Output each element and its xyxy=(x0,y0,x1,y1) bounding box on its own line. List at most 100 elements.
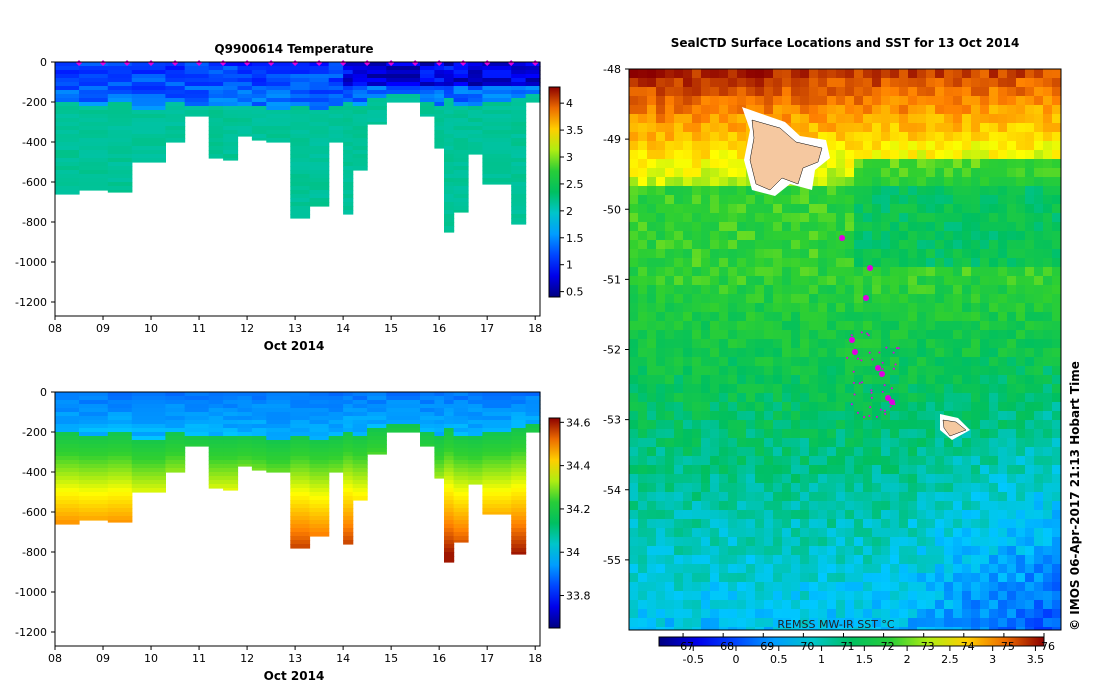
section-cell xyxy=(209,150,224,155)
sst-cell xyxy=(818,339,827,348)
section-cell xyxy=(290,166,310,171)
sst-cell xyxy=(899,123,908,132)
sst-cell xyxy=(665,141,674,150)
sst-cell xyxy=(962,339,971,348)
section-cell xyxy=(468,464,483,469)
sst-cell xyxy=(764,384,773,393)
seal-track-point xyxy=(880,409,882,411)
sst-cell xyxy=(1043,285,1052,294)
section-cell xyxy=(223,456,238,461)
sst-cell xyxy=(629,303,638,312)
sst-cell xyxy=(737,483,746,492)
sst-cell xyxy=(935,384,944,393)
sst-cell xyxy=(674,303,683,312)
sst-cell xyxy=(674,420,683,429)
sst-cell xyxy=(863,591,872,600)
section-cell xyxy=(444,424,454,429)
sst-cell xyxy=(773,87,782,96)
sst-cell xyxy=(800,114,809,123)
sst-cell xyxy=(782,465,791,474)
sst-cell xyxy=(998,123,1007,132)
section-cell xyxy=(511,170,526,175)
sst-cell xyxy=(1016,483,1025,492)
sst-cell xyxy=(800,483,809,492)
map-y-tick-label: -50 xyxy=(603,203,621,216)
sst-cell xyxy=(863,303,872,312)
sst-cell xyxy=(944,366,953,375)
sst-cell xyxy=(890,123,899,132)
sst-cell xyxy=(638,69,647,78)
section-cell xyxy=(55,142,80,147)
credit-text: © IMOS 06-Apr-2017 21:13 Hobart Time xyxy=(1068,361,1082,631)
sst-cell xyxy=(899,429,908,438)
section-cell xyxy=(353,456,368,461)
sst-cell xyxy=(845,240,854,249)
sst-cell xyxy=(953,438,962,447)
sst-cell xyxy=(800,276,809,285)
section-cell xyxy=(290,396,310,401)
sst-cell xyxy=(881,411,890,420)
sst-cell xyxy=(845,519,854,528)
sst-cell xyxy=(899,87,908,96)
sst-cell xyxy=(692,618,701,627)
section-cell xyxy=(55,146,80,151)
sst-cell xyxy=(962,222,971,231)
sst-cell xyxy=(827,384,836,393)
sst-cell xyxy=(647,411,656,420)
sst-cell xyxy=(989,258,998,267)
sst-cell xyxy=(926,528,935,537)
sst-cell xyxy=(1052,267,1061,276)
section-cell xyxy=(55,134,80,139)
sst-cell xyxy=(629,78,638,87)
section-cell xyxy=(353,66,368,71)
section-cell xyxy=(55,162,80,167)
sst-cell xyxy=(764,429,773,438)
sst-cell xyxy=(809,420,818,429)
sst-cell xyxy=(944,105,953,114)
sst-cell xyxy=(836,240,845,249)
sst-cell xyxy=(800,591,809,600)
section-cell xyxy=(185,66,210,71)
sst-cell xyxy=(899,69,908,78)
sst-cell xyxy=(980,618,989,627)
sst-cell xyxy=(845,78,854,87)
sst-cell xyxy=(800,573,809,582)
sst-cell xyxy=(1025,456,1034,465)
section-cell xyxy=(367,114,387,119)
sst-cell xyxy=(827,528,836,537)
sst-cell xyxy=(953,168,962,177)
section-cell xyxy=(223,404,238,409)
sst-cell xyxy=(971,150,980,159)
sst-cell xyxy=(827,411,836,420)
sst-cell xyxy=(791,348,800,357)
sst-cell xyxy=(638,366,647,375)
sst-cell xyxy=(647,276,656,285)
sst-cell xyxy=(980,276,989,285)
sst-cell xyxy=(890,600,899,609)
sst-cell xyxy=(962,411,971,420)
sst-cell xyxy=(1016,132,1025,141)
sst-cell xyxy=(962,573,971,582)
sst-cell xyxy=(1025,141,1034,150)
sst-cell xyxy=(863,186,872,195)
section-cell xyxy=(434,456,444,461)
sst-cell xyxy=(827,285,836,294)
section-cell xyxy=(79,432,108,437)
section-cell xyxy=(55,174,80,179)
sst-cell xyxy=(719,483,728,492)
sst-cell xyxy=(818,474,827,483)
sst-cell xyxy=(1007,114,1016,123)
section-cell xyxy=(238,126,253,131)
x-tick-label: 17 xyxy=(480,652,494,665)
sst-cell xyxy=(764,330,773,339)
section-cell xyxy=(252,420,267,425)
sst-cell xyxy=(1043,402,1052,411)
sst-cell xyxy=(746,375,755,384)
sst-cell xyxy=(935,582,944,591)
section-cell xyxy=(444,544,454,549)
section-cell xyxy=(223,110,238,115)
section-cell xyxy=(511,548,526,553)
y-tick-label: -400 xyxy=(22,466,47,479)
sst-cell xyxy=(728,555,737,564)
section-cell xyxy=(482,150,511,155)
